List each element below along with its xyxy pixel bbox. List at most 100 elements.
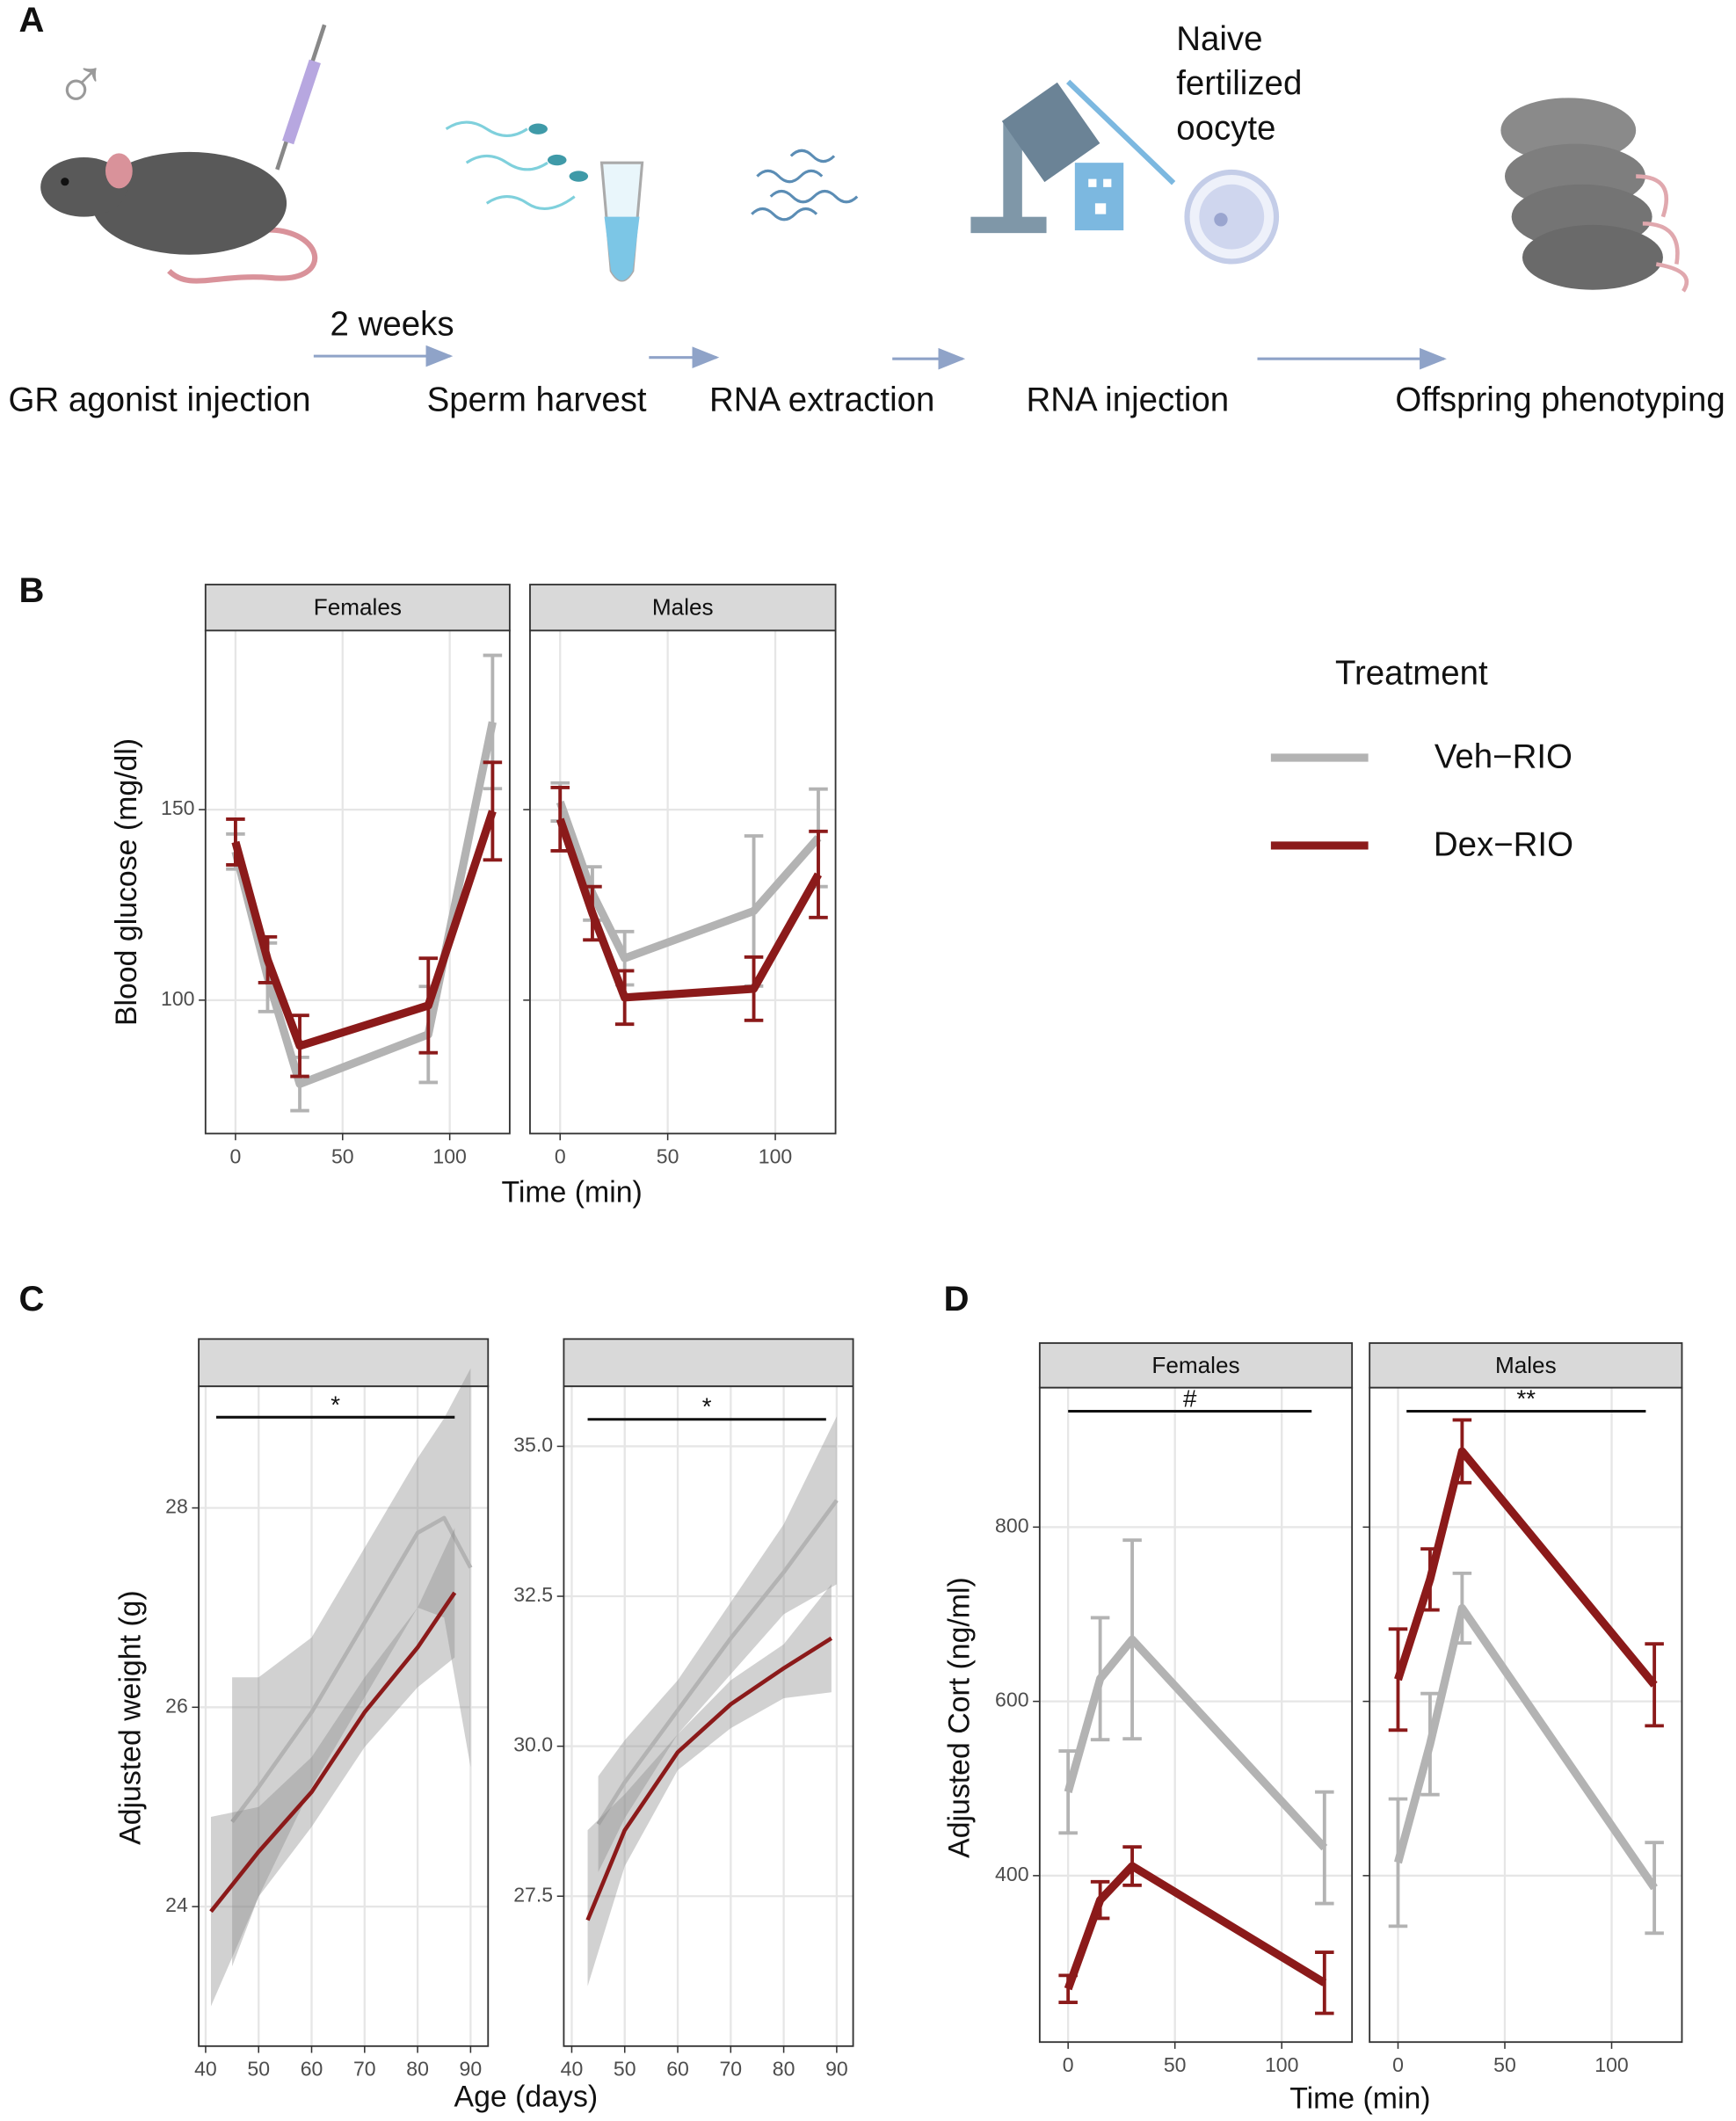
step-label: Offspring phenotyping [1395,381,1725,419]
confidence-band [210,1528,455,2007]
y-tick-label: 30.0 [513,1733,553,1756]
panel-label: D [944,1280,970,1318]
strip [563,1338,854,1388]
facet: Males 0 50 100 [523,584,837,1167]
strip [529,584,837,632]
series-line [1394,1447,1658,1688]
oocyte-note: Naive [1176,20,1262,58]
step-label: RNA injection [1026,381,1229,419]
y-tick-label: 26 [165,1694,188,1717]
x-tick-label: 40 [194,2058,217,2081]
x-tick-label: 40 [561,2058,584,2081]
significance-label: ** [1517,1385,1536,1413]
series-line [209,1591,457,1914]
strip [198,1338,490,1388]
plot-frame [1038,1386,1354,2044]
x-tick-label: 70 [719,2058,742,2081]
significance-label: # [1183,1385,1197,1413]
x-tick-label: 0 [1063,2053,1074,2076]
oocyte-note: fertilized [1176,65,1302,103]
strip [204,584,511,632]
y-tick-label: 600 [995,1689,1028,1711]
x-tick-label: 90 [825,2058,848,2081]
series-line [596,1499,839,1826]
facet: Females 0 50 100 100 150 [161,584,511,1167]
syringe-icon [275,24,327,171]
x-tick-label: 80 [773,2058,795,2081]
x-axis-label: Time (min) [501,1176,642,1209]
interval-label: 2 weeks [330,305,454,343]
mouse-icon [40,151,318,284]
y-axis-label: Adjusted Cort (ng/ml) [943,1577,977,1858]
x-tick-label: 100 [1265,2053,1298,2076]
plot-background [1369,1387,1682,2043]
x-tick-label: 80 [406,2058,429,2081]
rna-icon [751,149,859,222]
x-tick-label: 50 [1164,2053,1187,2076]
y-tick-label: 150 [161,796,194,819]
legend-label: Veh−RIO [1435,738,1573,776]
schematic: ♂ 2 weeks Naive fertilized oocyte [9,20,1725,419]
series-line [585,1636,833,1921]
y-tick-label: 24 [165,1893,188,1916]
y-tick-label: 27.5 [513,1883,553,1906]
strip-label: Males [1495,1352,1557,1378]
panel-label: C [19,1280,45,1318]
x-tick-label: 60 [301,2058,323,2081]
offspring-icon [1500,98,1689,293]
facet: Females 0 50 100 400 600 800 # [995,1342,1354,2076]
confidence-band [598,1416,837,1872]
x-tick-label: 70 [353,2058,376,2081]
y-tick-label: 800 [995,1514,1028,1536]
step-label: Sperm harvest [427,381,647,419]
series-line [1394,1603,1658,1891]
step-label: RNA extraction [709,381,934,419]
step-label: GR agonist injection [9,381,311,419]
plot-frame [198,1385,490,2047]
x-tick-label: 0 [230,1144,242,1167]
significance-label: * [330,1391,340,1418]
significance-label: * [702,1393,712,1420]
series-line [1064,1635,1328,1851]
plot-frame [1369,1386,1683,2044]
x-tick-label: 90 [460,2058,483,2081]
x-tick-label: 0 [1392,2053,1404,2076]
strip [1038,1342,1354,1389]
x-tick-label: 50 [331,1144,354,1167]
y-tick-label: 35.0 [513,1434,553,1456]
x-tick-label: 60 [666,2058,689,2081]
tube-icon [599,161,644,282]
x-tick-label: 100 [759,1144,792,1167]
strip-label: Females [1151,1352,1239,1378]
x-tick-label: 0 [555,1144,566,1167]
x-axis-label: Time (min) [1289,2081,1430,2115]
plot-background [529,630,836,1134]
confidence-band [587,1584,832,1987]
x-tick-label: 100 [1594,2053,1628,2076]
facet: 40 50 60 70 80 90 24 26 28 * [165,1338,490,2081]
legend-title: Treatment [1335,654,1488,692]
legend-label: Dex−RIO [1434,826,1573,864]
strip-label: Males [652,594,714,621]
plot-frame [529,629,837,1135]
series-line [230,1515,473,1824]
y-tick-label: 28 [165,1495,188,1518]
microinjection-icon [970,79,1176,234]
sperm-icon [445,120,589,210]
x-tick-label: 50 [1493,2053,1516,2076]
strip [1369,1342,1683,1389]
y-axis-label: Blood glucose (mg/dl) [110,738,143,1026]
plot-frame [563,1385,854,2047]
plot-background [199,1386,489,2046]
y-axis-label: Adjusted weight (g) [114,1590,148,1845]
y-tick-label: 400 [995,1863,1028,1885]
x-tick-label: 50 [247,2058,270,2081]
x-tick-label: 50 [614,2058,636,2081]
x-tick-label: 100 [432,1144,466,1167]
panel-label: B [19,571,45,610]
plot-background [563,1386,853,2046]
series-line [1064,1862,1327,1991]
plot-frame [204,629,511,1135]
